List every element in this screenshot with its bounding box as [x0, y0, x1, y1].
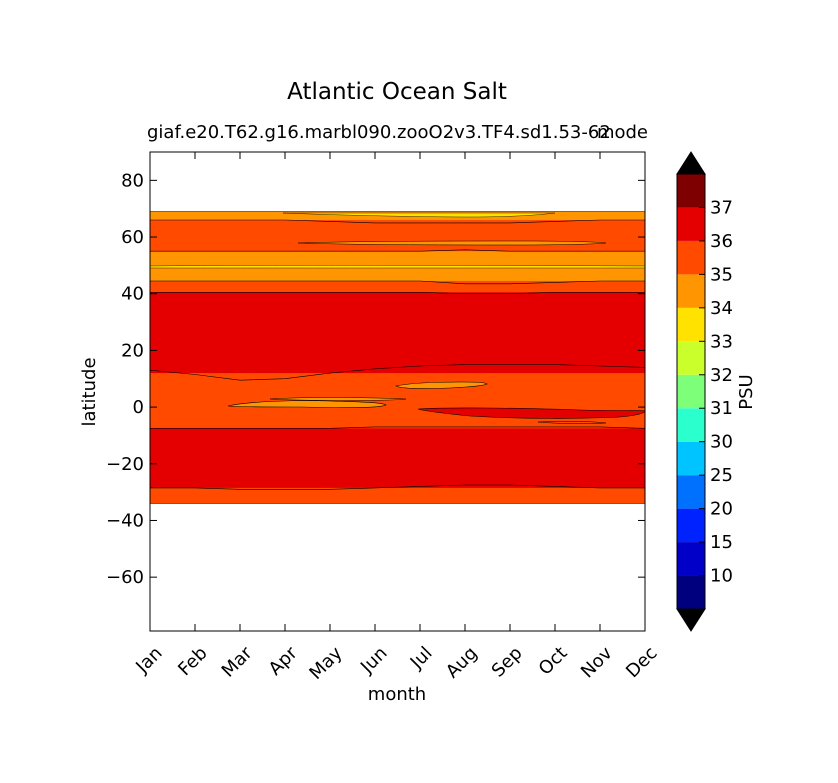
contour-line-3 — [150, 364, 645, 381]
y-tick-label: 60 — [121, 227, 144, 248]
x-tick-label: Jul — [406, 643, 437, 674]
x-tick-label: Jun — [356, 643, 391, 678]
contour-islands — [150, 212, 645, 424]
chart-subtitle-right: mode — [597, 122, 648, 143]
x-tick-label: Nov — [577, 642, 617, 682]
contour-line-4 — [150, 292, 645, 294]
chart-subtitle: giaf.e20.T62.g16.marbl090.zooO2v3.TF4.sd… — [147, 122, 611, 143]
x-tick-label: Sep — [488, 643, 527, 682]
plot-frame — [149, 151, 646, 632]
y-tick-label: 20 — [121, 340, 144, 361]
colorbar-tick-label: 35 — [710, 264, 733, 285]
colorbar-band-6 — [677, 374, 705, 409]
contour-line-6 — [150, 249, 645, 252]
colorbar: 10 15 20 25 30 31 32 33 34 35 36 37 — [676, 151, 733, 632]
contour-line-5 — [150, 280, 645, 285]
colorbar-label: PSU — [736, 374, 757, 409]
colorbar-extend-max — [676, 151, 706, 175]
colorbar-band-12 — [677, 174, 705, 208]
colorbar-tick-label: 25 — [710, 465, 733, 486]
colorbar-tick-label: 33 — [710, 331, 733, 352]
colorbar-band-7 — [677, 341, 705, 375]
colorbar-tick-label: 31 — [710, 398, 733, 419]
colorbar-band-9 — [677, 274, 705, 308]
contour-field-36-4 — [150, 292, 645, 374]
x-tick-label: Apr — [265, 642, 302, 679]
y-tick-label: −60 — [106, 567, 144, 588]
contour-thin-north-3 — [282, 212, 556, 218]
contour-island-red-sliver — [537, 421, 607, 424]
colorbar-band-5 — [677, 408, 705, 442]
contour-island-red-south — [417, 407, 645, 419]
colorbar-band-2 — [677, 508, 705, 543]
contour-fields — [150, 211, 645, 504]
colorbar-tick-label: 34 — [710, 298, 733, 319]
colorbar-band-1 — [677, 542, 705, 576]
colorbar-tick-label: 10 — [710, 566, 733, 587]
colorbar-tick-label: 36 — [710, 231, 733, 252]
contour-line-2 — [150, 426, 645, 429]
contour-lines — [150, 211, 645, 504]
contour-line-1 — [150, 484, 645, 490]
contour-island-orange-equator — [227, 400, 387, 408]
contour-thin-north-1 — [297, 240, 607, 246]
contour-thin-north-2 — [150, 265, 645, 269]
y-tick-label: −40 — [106, 510, 144, 531]
colorbar-tick-label: 32 — [710, 365, 733, 386]
colorbar-frame — [676, 173, 706, 610]
contour-field-36-3 — [150, 428, 645, 488]
contour-island-orange-north — [395, 381, 488, 389]
colorbar-extend-min — [676, 608, 706, 632]
x-tick-label: Aug — [442, 643, 482, 683]
x-tick-label: May — [305, 642, 346, 683]
colorbar-tick-label: 37 — [710, 197, 733, 218]
y-tick-label: −20 — [106, 454, 144, 475]
y-tick-label: 40 — [121, 284, 144, 305]
x-tick-label: Dec — [622, 643, 661, 682]
contour-line-7 — [150, 219, 645, 224]
colorbar-band-8 — [677, 307, 705, 342]
contour-island-orange-top — [269, 397, 407, 401]
colorbar-tick-label: 30 — [710, 432, 733, 453]
x-axis-label: month — [368, 684, 426, 705]
contour-field-35-2 — [150, 220, 645, 252]
chart-title: Atlantic Ocean Salt — [287, 79, 507, 105]
colorbar-band-11 — [677, 207, 705, 241]
colorbar-tick-label: 15 — [710, 532, 733, 553]
y-tick-label: 80 — [121, 170, 144, 191]
y-axis-label: latitude — [79, 357, 100, 426]
colorbar-band-10 — [677, 240, 705, 275]
x-tick-label: Oct — [535, 643, 572, 680]
y-axis: 80 60 40 20 0 −20 −40 −60 — [106, 170, 645, 588]
x-tick-label: Jan — [131, 643, 166, 678]
y-tick-label: 0 — [133, 397, 144, 418]
colorbar-band-4 — [677, 441, 705, 476]
x-tick-label: Feb — [174, 643, 211, 680]
colorbar-band-3 — [677, 475, 705, 509]
colorbar-tick-label: 20 — [710, 499, 733, 520]
colorbar-band-0 — [677, 575, 705, 609]
x-tick-label: Mar — [218, 642, 257, 681]
